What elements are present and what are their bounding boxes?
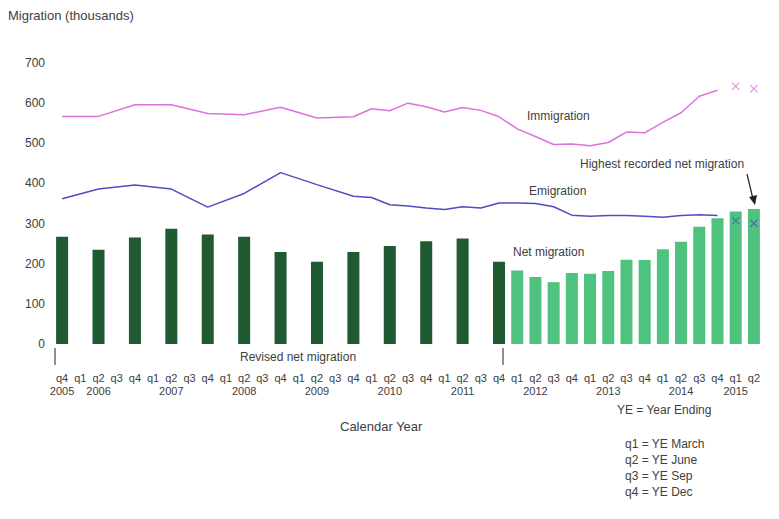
svg-text:2009: 2009 <box>305 385 329 397</box>
svg-text:q1: q1 <box>584 372 596 384</box>
svg-text:2010: 2010 <box>378 385 402 397</box>
svg-text:q1: q1 <box>730 372 742 384</box>
svg-text:q1: q1 <box>220 372 232 384</box>
svg-text:q2: q2 <box>238 372 250 384</box>
svg-text:q1: q1 <box>511 372 523 384</box>
svg-text:Immigration: Immigration <box>527 109 590 123</box>
svg-text:q1 = YE March: q1 = YE March <box>625 437 705 451</box>
svg-text:2011: 2011 <box>451 385 475 397</box>
svg-text:q3: q3 <box>111 372 123 384</box>
svg-text:2015: 2015 <box>723 385 747 397</box>
svg-text:q3 = YE Sep: q3 = YE Sep <box>625 469 693 483</box>
svg-text:2012: 2012 <box>523 385 547 397</box>
svg-text:q2: q2 <box>675 372 687 384</box>
svg-text:600: 600 <box>25 96 45 110</box>
svg-text:2008: 2008 <box>232 385 256 397</box>
svg-text:YE = Year Ending: YE = Year Ending <box>617 403 711 417</box>
svg-text:400: 400 <box>25 176 45 190</box>
svg-text:q1: q1 <box>293 372 305 384</box>
svg-text:q1: q1 <box>74 372 86 384</box>
svg-text:300: 300 <box>25 217 45 231</box>
svg-text:q2: q2 <box>456 372 468 384</box>
svg-text:Migration (thousands): Migration (thousands) <box>8 8 134 23</box>
svg-text:q4: q4 <box>639 372 651 384</box>
svg-text:q2 = YE June: q2 = YE June <box>625 453 697 467</box>
svg-text:q3: q3 <box>475 372 487 384</box>
svg-text:2006: 2006 <box>86 385 110 397</box>
svg-text:2007: 2007 <box>159 385 183 397</box>
svg-text:q1: q1 <box>147 372 159 384</box>
svg-text:2013: 2013 <box>596 385 620 397</box>
svg-text:q1: q1 <box>657 372 669 384</box>
svg-text:q3: q3 <box>402 372 414 384</box>
svg-text:q4: q4 <box>202 372 214 384</box>
svg-text:2005: 2005 <box>50 385 74 397</box>
svg-text:q4: q4 <box>129 372 141 384</box>
svg-text:q2: q2 <box>384 372 396 384</box>
svg-text:Emigration: Emigration <box>529 184 586 198</box>
svg-text:700: 700 <box>25 56 45 70</box>
svg-text:q1: q1 <box>438 372 450 384</box>
svg-text:500: 500 <box>25 136 45 150</box>
svg-text:100: 100 <box>25 297 45 311</box>
svg-text:q4: q4 <box>566 372 578 384</box>
svg-text:q3: q3 <box>548 372 560 384</box>
svg-text:q2: q2 <box>748 372 760 384</box>
svg-text:q3: q3 <box>329 372 341 384</box>
svg-text:q4: q4 <box>274 372 286 384</box>
svg-text:200: 200 <box>25 257 45 271</box>
svg-text:q3: q3 <box>256 372 268 384</box>
svg-text:q2: q2 <box>602 372 614 384</box>
svg-text:0: 0 <box>38 337 45 351</box>
svg-text:q4: q4 <box>711 372 723 384</box>
svg-text:q4 = YE Dec: q4 = YE Dec <box>625 485 693 499</box>
svg-text:q3: q3 <box>183 372 195 384</box>
svg-text:q4: q4 <box>347 372 359 384</box>
svg-text:Calendar Year: Calendar Year <box>340 419 423 434</box>
svg-text:q2: q2 <box>165 372 177 384</box>
svg-text:q4: q4 <box>56 372 68 384</box>
svg-text:Net migration: Net migration <box>513 245 584 259</box>
svg-text:q1: q1 <box>365 372 377 384</box>
svg-text:Revised net migration: Revised net migration <box>240 350 356 364</box>
svg-text:q2: q2 <box>311 372 323 384</box>
svg-text:q3: q3 <box>693 372 705 384</box>
svg-text:q3: q3 <box>620 372 632 384</box>
svg-text:2014: 2014 <box>669 385 693 397</box>
svg-text:Highest recorded net migration: Highest recorded net migration <box>580 157 744 171</box>
svg-text:q2: q2 <box>529 372 541 384</box>
svg-text:q2: q2 <box>92 372 104 384</box>
svg-text:q4: q4 <box>420 372 432 384</box>
svg-text:q4: q4 <box>493 372 505 384</box>
